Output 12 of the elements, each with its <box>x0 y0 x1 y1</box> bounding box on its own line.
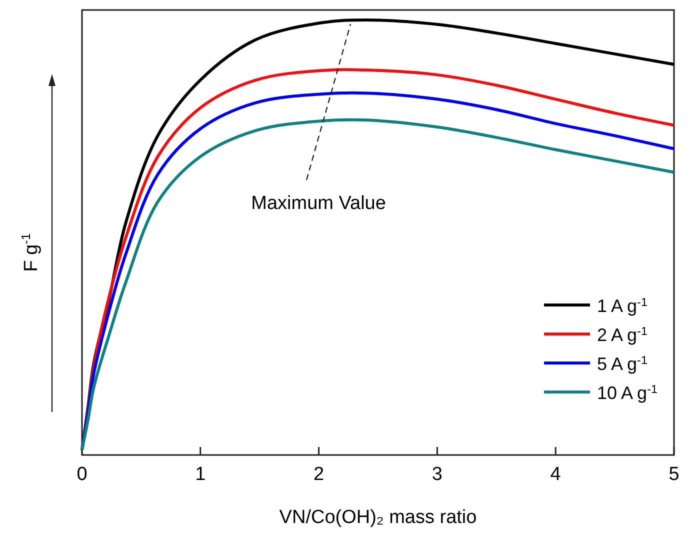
legend-label: 1 A g$^{-1}$ <box>597 296 648 316</box>
x-tick-label: 5 <box>668 464 680 485</box>
x-tick-label: 1 <box>195 464 206 485</box>
x-tick-label: 4 <box>550 464 562 485</box>
legend-label: 5 A g$^{-1}$ <box>597 354 648 374</box>
x-tick-label: 2 <box>314 464 324 485</box>
legend-label: 2 A g$^{-1}$ <box>597 324 648 345</box>
x-tick-label: 3 <box>432 464 442 485</box>
x-axis-title: VN/Co(OH)₂ mass ratio <box>279 507 477 528</box>
legend-label: 10 A g$^{-1}$ <box>597 382 658 403</box>
annotation: Maximum Value <box>251 193 386 214</box>
x-tick-label: 0 <box>76 464 88 485</box>
